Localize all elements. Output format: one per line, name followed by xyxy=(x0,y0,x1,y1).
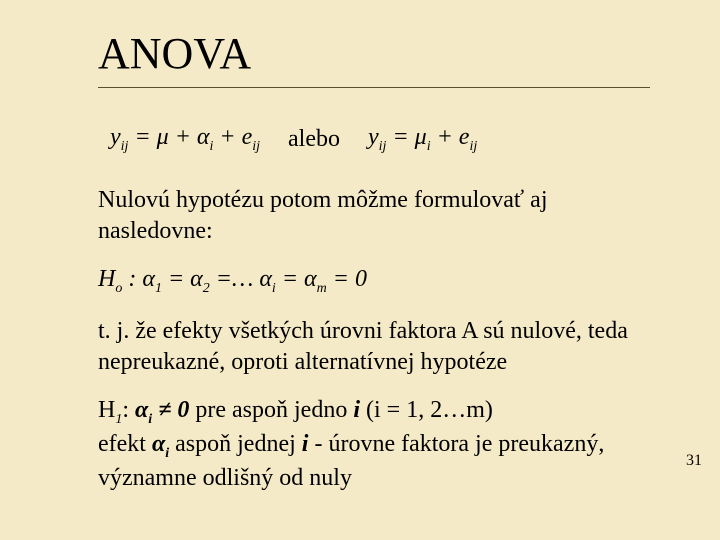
eq-alpha: α xyxy=(197,124,210,150)
intro-text: Nulovú hypotézu potom môžme formulovať a… xyxy=(98,185,650,246)
slide: ANOVA yij = μ + αi + eij alebo yij = μi … xyxy=(0,0,720,540)
explain-h0-line1: t. j. že efekty všetkých úrovni faktora … xyxy=(98,318,628,344)
h0-a2: α xyxy=(190,266,203,292)
h0-am: α xyxy=(304,266,317,292)
eq-lhs2: y xyxy=(368,124,379,150)
h1-neq: ≠ xyxy=(152,397,177,423)
equation-row: yij = μ + αi + eij alebo yij = μi + eij xyxy=(110,124,650,155)
body: Nulovú hypotézu potom môžme formulovať a… xyxy=(98,185,650,494)
eq-e2-sub: ij xyxy=(469,139,477,154)
equation-form1: yij = μ + αi + eij xyxy=(110,124,260,155)
explain-h0: t. j. že efekty všetkých úrovni faktora … xyxy=(98,316,650,377)
eq-eq1: = xyxy=(134,124,156,150)
eq-e1-sub: ij xyxy=(252,139,260,154)
eq-lhs-sub: ij xyxy=(121,139,129,154)
eq-mu1: μ xyxy=(157,124,169,150)
h0-a1-sub: 1 xyxy=(155,281,162,296)
h0-eq3: = xyxy=(276,266,304,292)
eq-lhs: y xyxy=(110,124,121,150)
eq-plus1: + xyxy=(169,124,197,150)
h1-label: H xyxy=(98,397,115,423)
slide-title: ANOVA xyxy=(98,28,650,79)
eq-mu2: μ xyxy=(415,124,427,150)
eq-e2: e xyxy=(459,124,470,150)
h1-tail: pre aspoň jedno xyxy=(189,397,353,423)
h1-tail2: (i = 1, 2…m) xyxy=(360,397,493,423)
h1-ai: α xyxy=(135,397,148,423)
explain-h1-ai: α xyxy=(152,431,165,457)
h0-line: Ho : α1 = α2 =… αi = αm = 0 xyxy=(98,264,650,298)
h1-colon: : xyxy=(122,397,135,423)
h0-eq1: = xyxy=(162,266,190,292)
explain-h1-1a: efekt xyxy=(98,431,152,457)
explain-h1-1b: aspoň jednej xyxy=(169,431,302,457)
explain-h1-1c: - úrovne faktora je preukazný, xyxy=(308,431,604,457)
h1-zero: 0 xyxy=(177,397,189,423)
eq-lhs2-sub: ij xyxy=(379,139,387,154)
h0-am-sub: m xyxy=(317,281,327,296)
explain-h1-2: významne odlišný od nuly xyxy=(98,465,352,491)
eq-plus3: + xyxy=(431,124,459,150)
equation-form2: yij = μi + eij xyxy=(368,124,477,155)
eq-plus2: + xyxy=(213,124,241,150)
page-number: 31 xyxy=(686,452,702,470)
h0-a2-sub: 2 xyxy=(203,281,210,296)
h1-ivar: i xyxy=(353,397,360,423)
eq-eq2: = xyxy=(392,124,414,150)
title-divider xyxy=(98,87,650,88)
h0-a1: α xyxy=(142,266,155,292)
h0-eq4: = 0 xyxy=(327,266,367,292)
h0-ai: α xyxy=(259,266,272,292)
eq-e1: e xyxy=(242,124,253,150)
explain-h0-line2: nepreukazné, oproti alternatívnej hypoté… xyxy=(98,349,507,375)
h0-eq2: =… xyxy=(210,266,260,292)
word-or: alebo xyxy=(288,126,340,153)
h0-colon: : xyxy=(122,266,142,292)
h0-label: H xyxy=(98,266,115,292)
h1-block: H1: αi ≠ 0 pre aspoň jedno i (i = 1, 2…m… xyxy=(98,395,650,493)
